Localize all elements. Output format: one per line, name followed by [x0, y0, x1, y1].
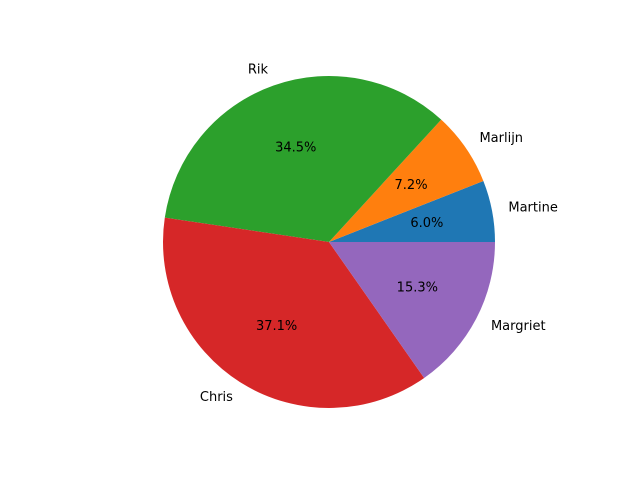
- percent-label-rik: 34.5%: [275, 141, 316, 156]
- pie-labels: Martine 6.0% Marlijn 7.2% Rik 34.5% Chris 37.1%…: [200, 62, 558, 404]
- slice-label-rik: Rik: [248, 62, 269, 77]
- percent-label-martine: 6.0%: [410, 216, 443, 231]
- percent-label-margriet: 15.3%: [397, 281, 438, 296]
- slice-label-margriet: Margriet: [491, 319, 546, 334]
- pie-slice-martine: [329, 180, 495, 242]
- percent-label-chris: 37.1%: [256, 319, 297, 334]
- percent-label-marlijn: 7.2%: [395, 178, 428, 193]
- slice-label-marlijn: Marlijn: [479, 131, 523, 146]
- pie-slice-rik: [164, 76, 442, 242]
- pie-slices: [163, 76, 495, 408]
- pie-slice-marlijn: [329, 119, 484, 242]
- slice-label-martine: Martine: [508, 200, 557, 215]
- pie-slice-chris: [163, 217, 425, 408]
- pie-slice-margriet: [329, 242, 495, 379]
- slice-label-chris: Chris: [200, 390, 233, 405]
